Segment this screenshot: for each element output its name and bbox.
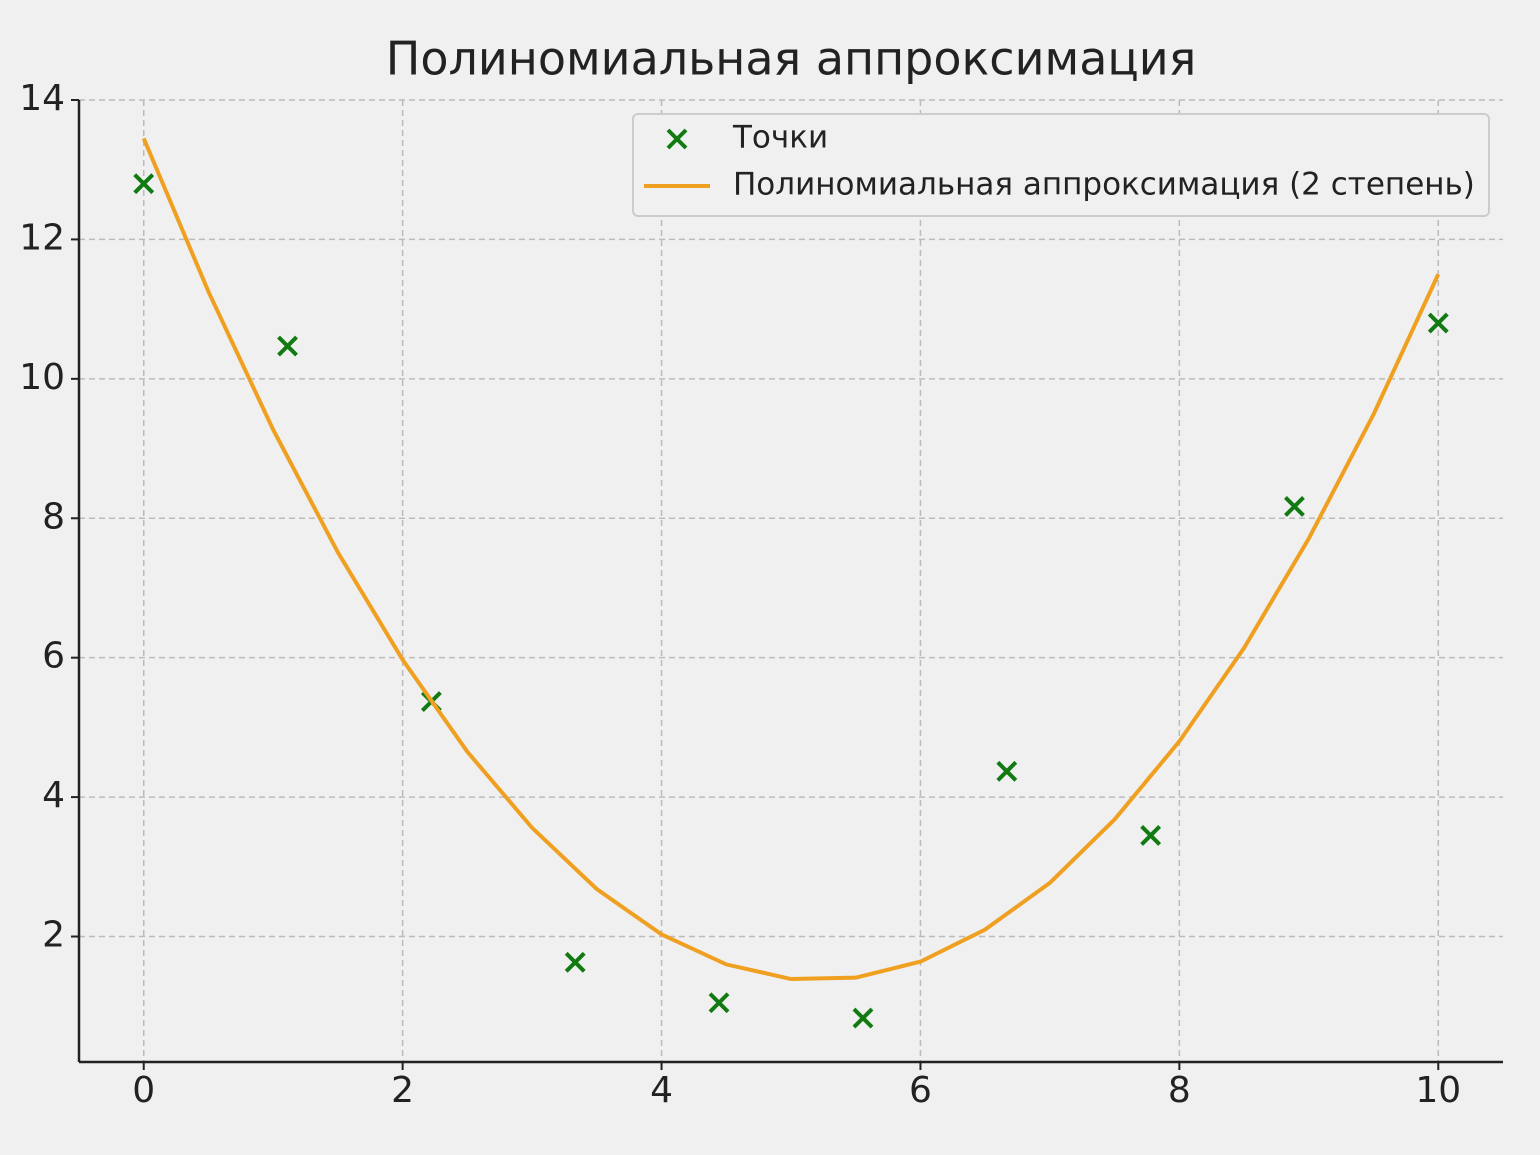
marker-stroke bbox=[1284, 495, 1305, 517]
point-marker bbox=[708, 992, 730, 1014]
y-tick-label: 4 bbox=[42, 775, 65, 816]
legend-label: Точки bbox=[732, 120, 828, 156]
x-tick-label: 0 bbox=[132, 1070, 155, 1111]
point-marker bbox=[666, 128, 688, 150]
marker-stroke bbox=[1427, 312, 1449, 334]
x-tick-label: 10 bbox=[1415, 1070, 1461, 1111]
fit-line bbox=[141, 137, 1441, 982]
x-tick-label: 6 bbox=[909, 1070, 932, 1111]
point-marker bbox=[277, 335, 298, 357]
x-tick-label: 8 bbox=[1168, 1070, 1191, 1111]
y-tick-label: 14 bbox=[19, 78, 65, 119]
marker-stroke bbox=[852, 1007, 874, 1029]
marker-stroke bbox=[708, 992, 730, 1014]
y-tick-label: 2 bbox=[42, 915, 65, 956]
point-marker bbox=[133, 173, 155, 195]
legend-label: Полиномиальная аппроксимация (2 степень) bbox=[733, 167, 1475, 203]
x-tick-label: 4 bbox=[650, 1070, 673, 1111]
legend-box bbox=[632, 113, 1490, 217]
point-marker bbox=[852, 1007, 874, 1029]
point-marker bbox=[996, 760, 1018, 782]
marker-stroke bbox=[564, 951, 586, 973]
point-marker bbox=[1284, 495, 1305, 517]
marker-stroke bbox=[277, 335, 298, 357]
point-marker bbox=[1140, 825, 1162, 846]
marker-stroke bbox=[1140, 825, 1162, 846]
y-tick-label: 10 bbox=[19, 357, 65, 398]
marker-stroke bbox=[666, 128, 688, 150]
y-tick-label: 8 bbox=[42, 496, 65, 537]
point-marker bbox=[1427, 312, 1449, 334]
chart-title: Полиномиальная аппроксимация bbox=[386, 32, 1197, 86]
marker-stroke bbox=[996, 760, 1018, 782]
x-tick-label: 2 bbox=[391, 1070, 414, 1111]
y-tick-label: 12 bbox=[19, 217, 65, 258]
point-marker bbox=[564, 951, 586, 973]
marker-stroke bbox=[133, 173, 155, 195]
y-tick-label: 6 bbox=[42, 636, 65, 677]
